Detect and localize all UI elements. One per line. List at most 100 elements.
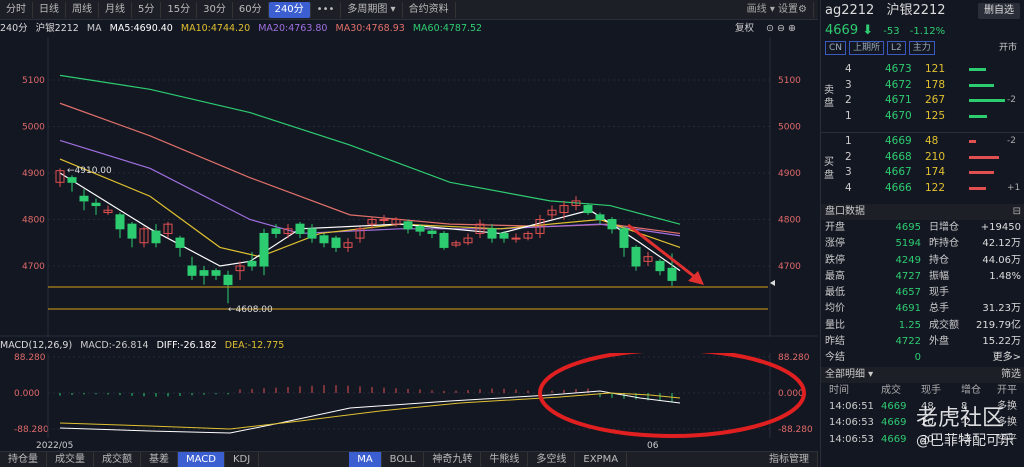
high-label: ←4910.00 bbox=[67, 166, 112, 176]
book-level: 2 bbox=[845, 150, 852, 163]
trade-cell: 48 bbox=[921, 400, 934, 412]
book-price: 4670 bbox=[885, 109, 912, 122]
trades-col-header: 增仓 bbox=[961, 384, 981, 396]
quote-key-2: 振幅 bbox=[929, 270, 949, 282]
quote-value: 4691 bbox=[895, 303, 921, 315]
overlay-tab[interactable]: EXPMA bbox=[575, 452, 628, 467]
remove-favorite-button[interactable]: 删自选 bbox=[978, 3, 1020, 19]
book-volume: 121 bbox=[925, 63, 946, 75]
macd-chart[interactable]: 88.280 88.280 0.000 0.000 -88.280 -88.280 202… bbox=[0, 353, 818, 451]
down-arrow-shaft bbox=[627, 223, 701, 283]
trade-cell: 8 bbox=[961, 400, 968, 412]
trade-row: 14:06:51 4669 48 8 多换 bbox=[821, 399, 1024, 415]
chart-controls-icon[interactable]: ⊙ ⊖ ⊕ bbox=[766, 23, 796, 34]
tag-main: 主力 bbox=[908, 41, 935, 55]
quote-key: 均价 bbox=[825, 303, 845, 315]
contract-tags: CN 上期所 L2 主力 开市 bbox=[821, 40, 1024, 56]
candle-body bbox=[343, 242, 353, 248]
candle-body bbox=[559, 205, 569, 214]
candle-body bbox=[547, 209, 557, 216]
watermark-author: @巴菲特配可乐 bbox=[916, 433, 1014, 449]
toolbar-item[interactable]: 多周期图 ▾ bbox=[341, 1, 403, 18]
restore-button[interactable]: 复权 bbox=[735, 23, 755, 34]
toolbar-item[interactable]: 周线 bbox=[66, 1, 99, 18]
trade-cell: -2 bbox=[961, 417, 971, 429]
candle-body bbox=[115, 214, 125, 230]
book-level: 4 bbox=[845, 181, 852, 194]
macd-y-tick-right: -88.280 bbox=[778, 425, 813, 435]
toolbar-item[interactable]: 15分 bbox=[161, 1, 198, 18]
y-tick-left: 4900 bbox=[22, 169, 45, 179]
overlay-tab[interactable]: 多空线 bbox=[528, 452, 576, 467]
candle-body bbox=[139, 228, 149, 244]
order-book-row[interactable]: 1 4669 48 -2 bbox=[821, 134, 1024, 150]
candlestick-chart[interactable]: 5100 5100 5000 5000 4900 4900 4800 4800 4700 4700… bbox=[0, 37, 818, 337]
candle-body bbox=[487, 228, 497, 239]
quote-value: 4722 bbox=[895, 336, 921, 348]
toolbar-item[interactable]: 日线 bbox=[33, 1, 66, 18]
order-book-row[interactable]: 3 4672 178 bbox=[821, 78, 1024, 94]
indicator-tab[interactable]: 持仓量 bbox=[0, 452, 47, 467]
indicator-tab[interactable]: 成交额 bbox=[94, 452, 141, 467]
candle-body bbox=[103, 209, 113, 214]
order-book-row[interactable]: 2 4671 267 -2 bbox=[821, 93, 1024, 109]
watermark: 老虎社区 bbox=[915, 406, 1004, 431]
toolbar-item[interactable]: 合约资料 bbox=[403, 1, 456, 18]
order-book-row[interactable]: 1 4670 125 bbox=[821, 109, 1024, 125]
indicator-manage-button[interactable]: 指标管理 bbox=[761, 452, 818, 467]
y-tick-right: 4900 bbox=[778, 169, 801, 179]
overlay-tab[interactable]: 牛熊线 bbox=[481, 452, 529, 467]
x-label-june: 06 bbox=[647, 441, 659, 451]
candle-body bbox=[463, 237, 473, 244]
indicator-tab[interactable]: 基差 bbox=[141, 452, 178, 467]
draw-settings[interactable]: 画线 ▾ 设置⚙ bbox=[741, 2, 814, 18]
indicator-tab[interactable]: 成交量 bbox=[47, 452, 94, 467]
order-book-row[interactable]: 4 4666 122 +1 bbox=[821, 181, 1024, 197]
volume-bar bbox=[969, 140, 976, 143]
quote-value-2: 42.12万 bbox=[982, 238, 1021, 250]
trade-cell: 多换 bbox=[997, 417, 1017, 429]
trades-section-title: 全部明细 ▾ 筛选 bbox=[821, 366, 1024, 383]
toolbar-item[interactable]: 5分 bbox=[132, 1, 162, 18]
buy-book: 1 4669 48 -2 2 4668 210 3 4667 174 4 4666 122 +1 bbox=[821, 134, 1024, 196]
collapse-icon[interactable]: ⊟ bbox=[1012, 206, 1021, 217]
order-book-row[interactable]: 3 4667 174 bbox=[821, 165, 1024, 181]
y-tick-left: 4800 bbox=[22, 216, 45, 226]
trades-col-header: 时间 bbox=[829, 384, 849, 396]
candle-body bbox=[91, 202, 101, 207]
y-tick-left: 4700 bbox=[22, 262, 45, 272]
quote-value-2[interactable]: 更多> bbox=[992, 352, 1021, 364]
candle-body bbox=[319, 235, 329, 244]
indicator-tab[interactable]: MACD bbox=[178, 452, 225, 467]
quote-row: 跌停 4249 持仓 44.06万 bbox=[821, 253, 1024, 269]
toolbar-item[interactable]: 月线 bbox=[99, 1, 132, 18]
ma-label[interactable]: MA bbox=[86, 23, 102, 34]
toolbar-item[interactable]: 分时 bbox=[0, 1, 33, 18]
overlay-tab[interactable]: BOLL bbox=[382, 452, 425, 467]
order-book-row[interactable]: 4 4673 121 bbox=[821, 62, 1024, 78]
overlay-tab[interactable]: 神奇九转 bbox=[424, 452, 482, 467]
overlay-tab[interactable]: MA bbox=[349, 452, 382, 467]
candle-body bbox=[67, 177, 77, 183]
toolbar-item[interactable]: ••• bbox=[311, 1, 342, 18]
order-book-row[interactable]: 2 4668 210 bbox=[821, 150, 1024, 166]
book-price: 4668 bbox=[885, 150, 912, 163]
candle-body bbox=[271, 228, 281, 234]
book-price: 4666 bbox=[885, 181, 912, 194]
quote-key-2: 现手 bbox=[929, 287, 949, 299]
macd-y-tick-right: 0.000 bbox=[778, 389, 804, 399]
quote-section-title: 盘口数据 ⊟ bbox=[821, 204, 1024, 220]
indicator-tab[interactable]: KDJ bbox=[225, 452, 260, 467]
filter-button[interactable]: 筛选 bbox=[1001, 368, 1021, 380]
quote-key: 昨结 bbox=[825, 336, 845, 348]
toolbar-item[interactable]: 30分 bbox=[197, 1, 233, 18]
candle-body bbox=[175, 237, 185, 248]
volume-bar bbox=[969, 83, 995, 87]
trades-table: 时间 成交 现手 增仓 开平 14:06:51 4669 48 8 多换 14:06:53 4669 2… bbox=[821, 383, 1024, 448]
toolbar-item[interactable]: 240分 bbox=[268, 1, 311, 18]
quote-key: 跌停 bbox=[825, 254, 845, 266]
toolbar-item[interactable]: 60分 bbox=[233, 1, 269, 18]
candle-body bbox=[199, 270, 209, 276]
quote-row: 均价 4691 总手 31.23万 bbox=[821, 301, 1024, 317]
quote-key: 量比 bbox=[825, 319, 845, 331]
